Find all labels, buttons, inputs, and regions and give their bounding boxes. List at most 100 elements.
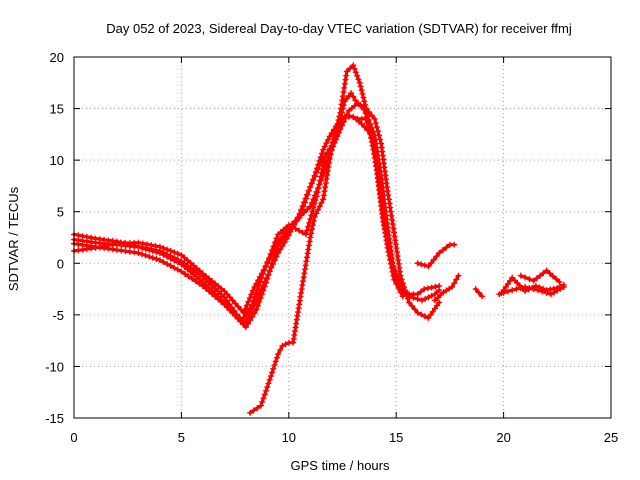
- y-tick-label: 10: [50, 153, 64, 168]
- data-point: [113, 238, 120, 245]
- data-point: [437, 291, 444, 298]
- data-point: [453, 276, 460, 283]
- y-tick-label: -15: [45, 411, 64, 426]
- data-point: [475, 289, 482, 296]
- data-point: [343, 68, 350, 75]
- data-point: [121, 240, 128, 247]
- data-point: [303, 258, 310, 265]
- data-point: [304, 227, 311, 234]
- data-point: [395, 285, 402, 292]
- data-point: [417, 288, 424, 295]
- data-point: [311, 172, 318, 179]
- data-point: [160, 259, 167, 266]
- data-point: [139, 240, 146, 247]
- data-point: [313, 188, 320, 195]
- data-point: [451, 280, 458, 287]
- data-point: [368, 135, 375, 142]
- data-point: [304, 250, 311, 257]
- data-point: [265, 380, 272, 387]
- data-point: [360, 94, 367, 101]
- data-point: [167, 255, 174, 262]
- data-point: [387, 256, 394, 263]
- data-point: [303, 254, 310, 261]
- data-point: [264, 260, 271, 267]
- data-point: [361, 98, 368, 105]
- data-point: [283, 227, 290, 234]
- data-point: [331, 135, 338, 142]
- data-point: [142, 252, 149, 259]
- data-point: [387, 260, 394, 267]
- data-point: [243, 302, 250, 309]
- data-point: [296, 227, 303, 234]
- data-point: [174, 250, 181, 257]
- data-point: [522, 274, 529, 281]
- data-point: [359, 90, 366, 97]
- data-point: [282, 341, 289, 348]
- data-point: [318, 199, 325, 206]
- data-point: [311, 192, 318, 199]
- data-point: [517, 272, 524, 279]
- data-point: [406, 299, 413, 306]
- data-point: [309, 208, 316, 215]
- data-point: [310, 204, 317, 211]
- data-point: [308, 199, 315, 206]
- data-point: [244, 316, 251, 323]
- data-point: [256, 273, 263, 280]
- data-point: [171, 257, 178, 264]
- data-point: [322, 152, 329, 159]
- data-point: [299, 229, 306, 236]
- data-point: [449, 284, 456, 291]
- data-point: [242, 320, 249, 327]
- data-point: [369, 139, 376, 146]
- data-point: [226, 294, 233, 301]
- data-point: [350, 93, 357, 100]
- data-point: [171, 264, 178, 271]
- data-point: [350, 114, 357, 121]
- data-point: [259, 398, 266, 405]
- x-tick-label: 10: [282, 430, 296, 445]
- data-point: [310, 196, 317, 203]
- data-point: [427, 311, 434, 318]
- data-point: [279, 342, 286, 349]
- data-point: [251, 310, 258, 317]
- data-point: [358, 121, 365, 128]
- data-point: [305, 223, 312, 230]
- data-point: [326, 133, 333, 140]
- data-point: [299, 203, 306, 210]
- data-point: [230, 308, 237, 315]
- data-point: [260, 267, 267, 274]
- data-point: [431, 291, 438, 298]
- data-point: [364, 119, 371, 126]
- data-point: [425, 294, 432, 301]
- data-point: [96, 243, 103, 250]
- data-point: [422, 295, 429, 302]
- data-point: [193, 265, 200, 272]
- data-point: [348, 90, 355, 97]
- data-point: [266, 256, 273, 263]
- data-point: [261, 279, 268, 286]
- data-point: [396, 277, 403, 284]
- data-point: [414, 291, 421, 298]
- data-point: [327, 151, 334, 158]
- data-point: [146, 253, 153, 260]
- data-point: [273, 354, 280, 361]
- data-point: [418, 311, 425, 318]
- data-point: [322, 180, 329, 187]
- data-point: [160, 245, 167, 252]
- data-point: [539, 288, 546, 295]
- data-point: [328, 129, 335, 136]
- data-point: [366, 127, 373, 134]
- data-point: [167, 247, 174, 254]
- data-point: [281, 239, 288, 246]
- x-axis-label: GPS time / hours: [291, 458, 390, 473]
- data-point: [283, 235, 290, 242]
- data-point: [199, 278, 206, 285]
- data-point: [153, 248, 160, 255]
- data-point: [269, 369, 276, 376]
- data-point: [314, 165, 321, 172]
- data-point: [309, 222, 316, 229]
- data-point: [253, 297, 260, 304]
- data-point: [388, 264, 395, 271]
- data-point: [215, 293, 222, 300]
